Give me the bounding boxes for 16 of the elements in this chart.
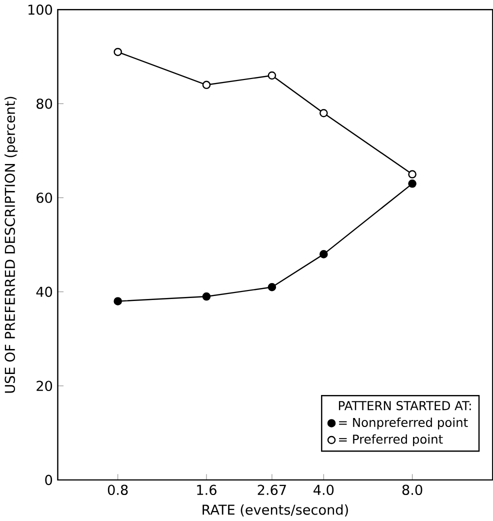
y-tick-label: 100: [28, 4, 52, 15]
legend-label: = Nonpreferred point: [338, 418, 468, 430]
y-tick-label: 40: [36, 286, 52, 297]
x-tick-label: 0.8: [108, 484, 128, 496]
y-tick-label: 20: [36, 380, 52, 392]
legend-label: = Preferred point: [338, 434, 443, 446]
legend-title: PATTERN STARTED AT:: [338, 401, 471, 410]
x-axis-title: RATE (events/second): [202, 504, 348, 516]
y-tick-label: 80: [36, 98, 52, 109]
x-tick-label: 8.0: [402, 484, 422, 496]
y-tick-label: 0: [45, 474, 52, 486]
y-axis-title: USE OF PREFERRED DESCRIPTION (percent): [4, 96, 18, 393]
x-tick-label: 1.6: [197, 484, 216, 496]
x-tick-label: 2.67: [258, 484, 286, 496]
y-tick-label: 60: [36, 192, 52, 203]
x-tick-label: 4.0: [313, 484, 334, 496]
